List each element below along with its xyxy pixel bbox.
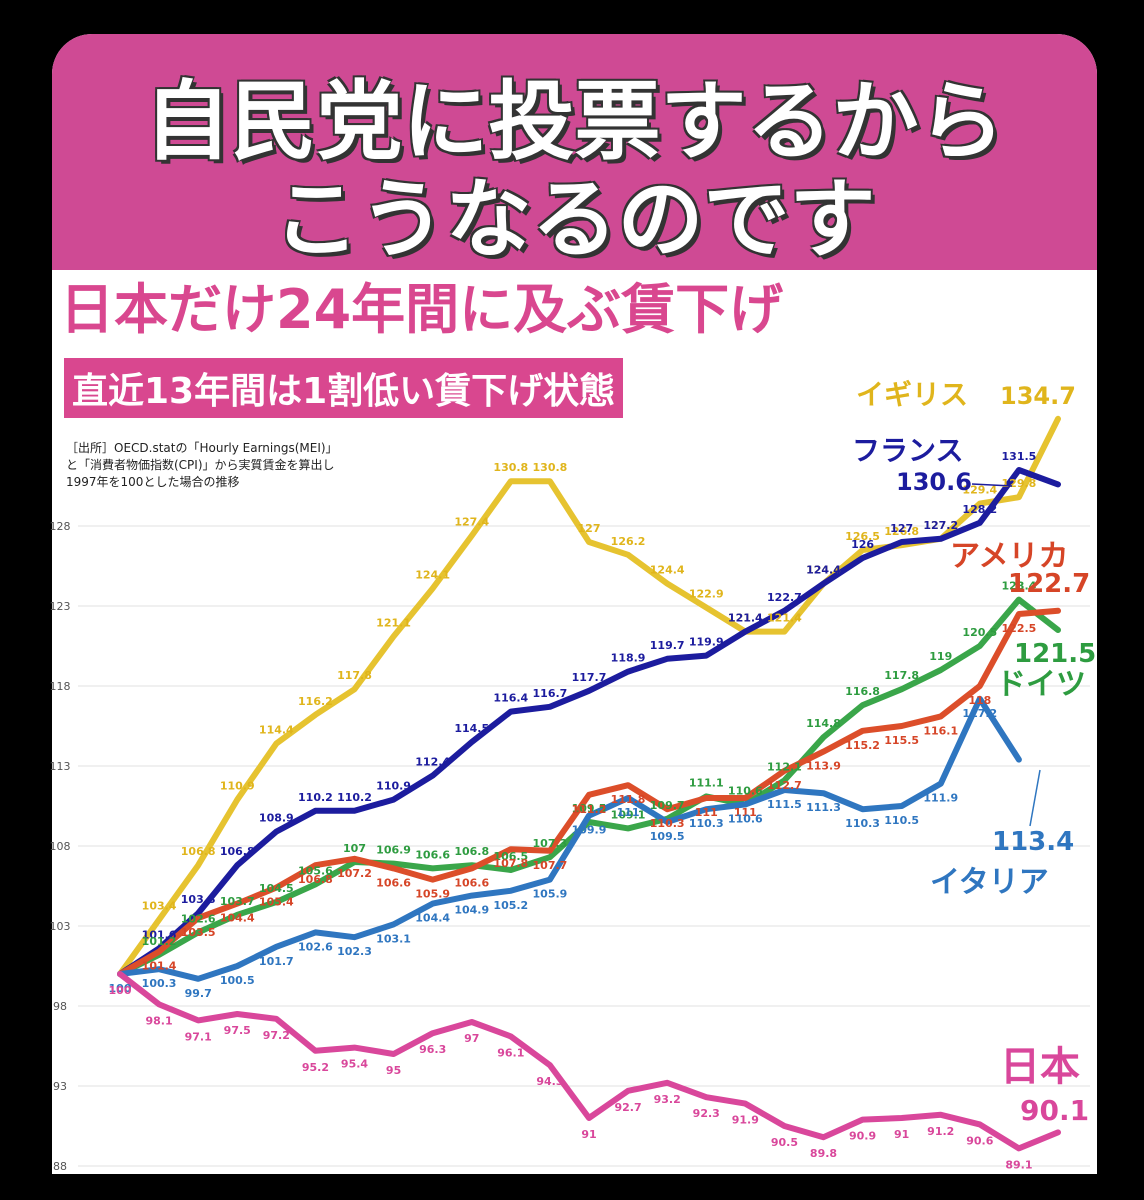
chart-headline: 日本だけ24年間に及ぶ賃下げ	[60, 265, 783, 344]
banner-title-line-2: こうなるのです	[52, 172, 1097, 268]
chart-subheadline: 直近13年間は1割低い賃下げ状態	[64, 358, 623, 418]
source-line-2: と「消費者物価指数(CPI)」から実質賃金を算出し	[66, 458, 335, 472]
source-line-3: 1997年を100とした場合の推移	[66, 475, 239, 489]
banner-title-line-1: 自民党に投票するから	[52, 74, 1097, 170]
source-note: ［出所］OECD.statの「Hourly Earnings(MEI)」 と「消…	[66, 440, 338, 491]
source-line-1: ［出所］OECD.statの「Hourly Earnings(MEI)」	[66, 441, 338, 455]
screen-bottom-bar	[0, 1176, 1144, 1200]
chart-card: 自民党に投票するから こうなるのです	[52, 34, 1097, 1174]
title-banner: 自民党に投票するから こうなるのです	[52, 34, 1097, 270]
